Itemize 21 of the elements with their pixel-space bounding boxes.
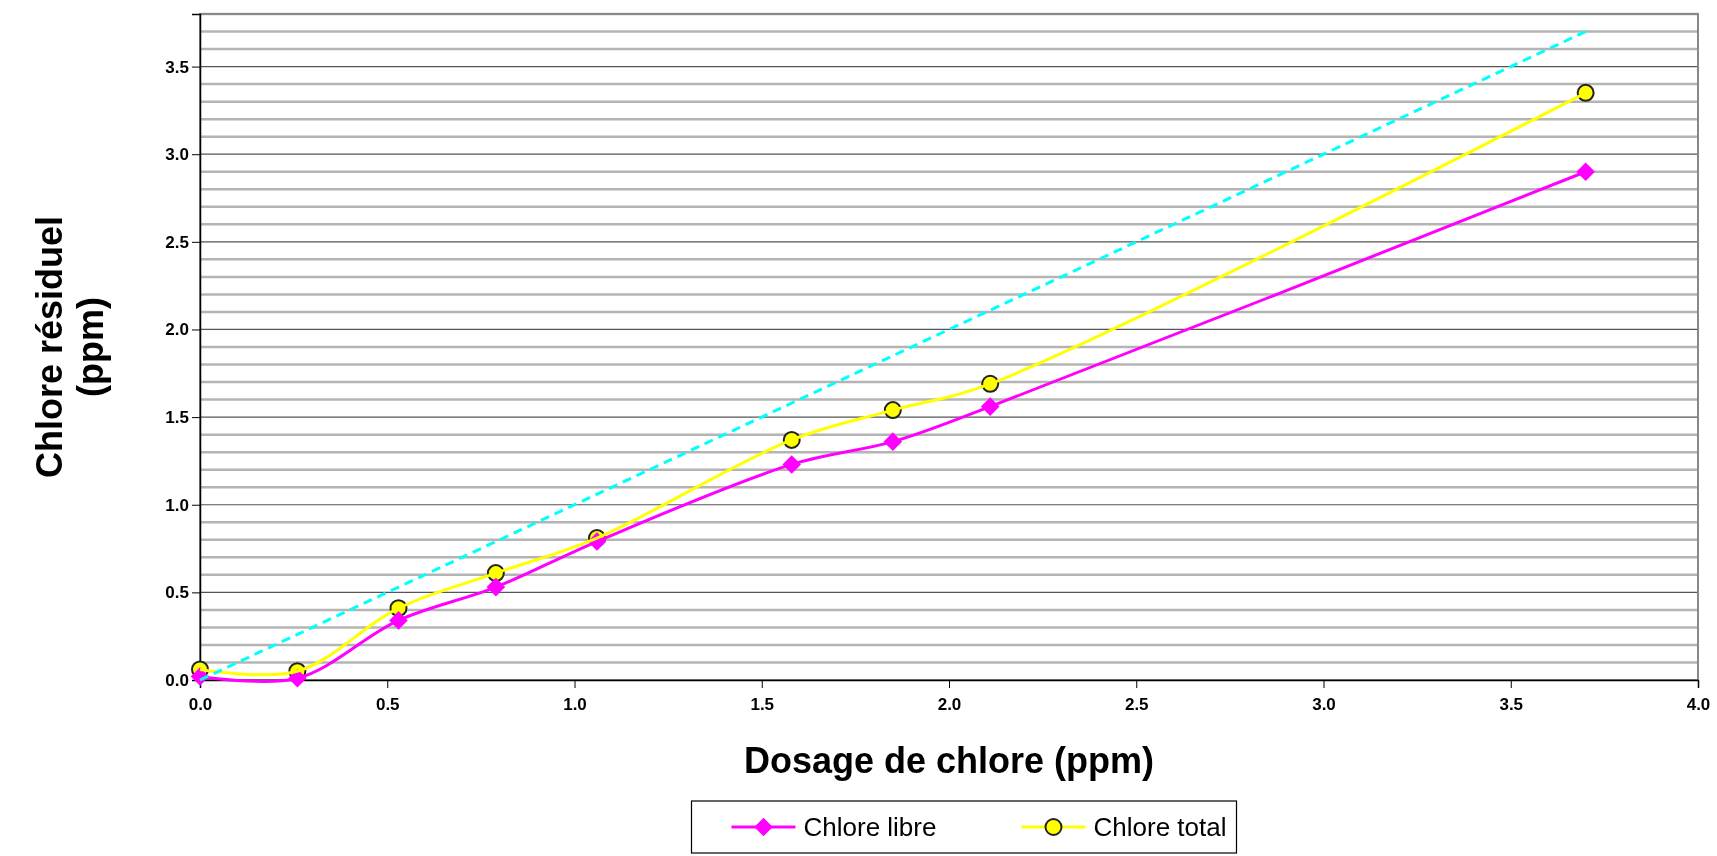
legend-label: Chlore total [1093,812,1227,843]
x-axis-title: Dosage de chlore (ppm) [743,740,1155,781]
x-tick-label: 4.0 [1686,694,1711,714]
y-tick-label: 3.5 [165,57,189,77]
y-tick-label: 1.0 [165,495,189,515]
y-axis-title: Chlore résiduel (ppm) [29,215,112,479]
x-tick-label: 3.5 [1499,694,1524,714]
x-tick-label: 1.0 [563,694,587,714]
y-tick-label: 0.5 [165,583,189,603]
x-tick-label: 0.0 [188,694,213,714]
x-tick-label: 2.5 [1124,694,1149,714]
y-tick-label: 3.0 [165,145,189,165]
x-tick-label: 3.0 [1312,694,1336,714]
legend-label: Chlore libre [803,812,937,843]
y-tick-label: 2.0 [165,320,189,340]
y-tick-label: 1.5 [165,408,189,428]
x-tick-label: 1.5 [750,694,775,714]
x-tick-label: 0.5 [375,694,400,714]
y-tick-label: 0.0 [165,670,189,690]
x-tick-label: 2.0 [937,694,962,714]
y-tick-label: 2.5 [165,232,189,252]
